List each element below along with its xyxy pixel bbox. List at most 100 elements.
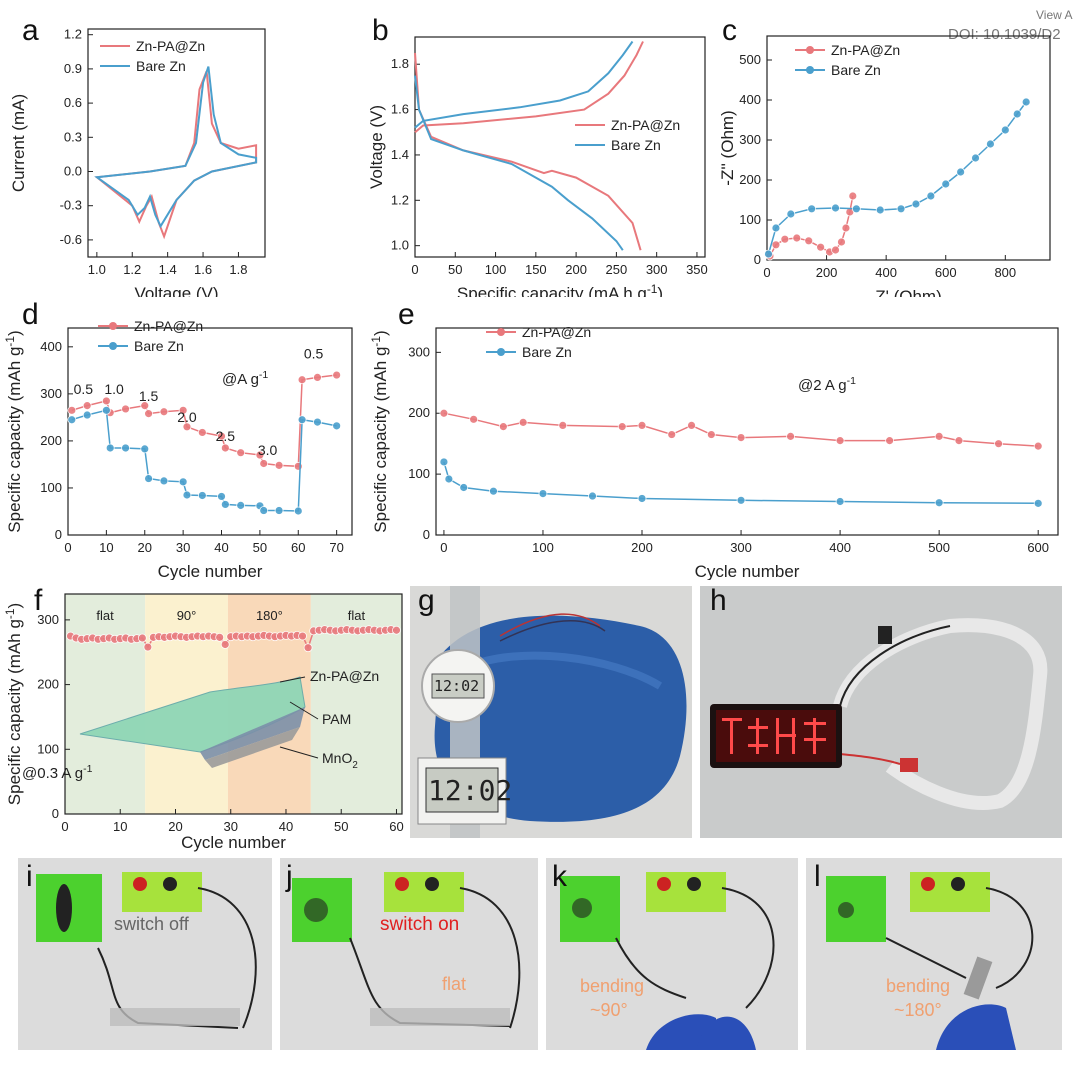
chart-d: 0 10 20 30 40 50 60 70 0 100 200 300 400 Cycle number… — [3, 318, 353, 580]
data-point — [736, 433, 746, 442]
x-tick-label: 60 — [389, 819, 403, 834]
data-point — [105, 443, 115, 453]
chart-annotation: @0.3 A g-1 — [22, 763, 93, 782]
data-point — [439, 408, 449, 418]
chart-a: 1.0 1.2 1.4 1.6 1.8 -0.6 -0.3 0.0 0.3 0.6 0.9 1.2 Vo… — [9, 27, 266, 297]
data-point — [67, 415, 77, 425]
y-tick-label: 100 — [37, 741, 59, 756]
legend-label: Zn-PA@Zn — [611, 117, 680, 133]
data-point — [82, 410, 92, 420]
data-point — [994, 439, 1003, 449]
chart-annotation: @A g-1 — [222, 369, 268, 388]
legend-marker — [497, 348, 505, 356]
photo-l-bending-180: bending ~180° — [806, 858, 1062, 1050]
watch-display: 12:02 — [434, 677, 480, 695]
panel-label-a: a — [22, 14, 39, 47]
data-point — [911, 199, 921, 209]
data-point — [637, 494, 647, 503]
y-axis-label: Specific capacity (mAh g-1) — [369, 330, 390, 532]
y-tick-label: 0.9 — [64, 61, 82, 76]
y-tick-label: 1.0 — [391, 238, 409, 253]
region-bg — [65, 594, 146, 814]
header-doi: DOI: 10.1039/D2 — [948, 26, 1061, 43]
rate-label: 1.0 — [104, 381, 124, 397]
data-point — [934, 431, 944, 441]
data-point — [313, 417, 322, 427]
inset-arrow — [279, 676, 306, 683]
x-tick-label: 600 — [935, 265, 957, 280]
x-tick-label: 350 — [686, 262, 708, 277]
rate-label: 0.5 — [74, 381, 94, 397]
data-point — [558, 421, 568, 430]
rate-label: 2.5 — [216, 428, 236, 444]
rate-label: 1.5 — [139, 388, 159, 404]
y-tick-label: 100 — [40, 480, 62, 495]
y-tick-label: 300 — [739, 132, 761, 147]
data-point — [444, 474, 454, 484]
data-point — [1021, 97, 1031, 107]
data-point — [1000, 125, 1010, 135]
x-axis-label: Specific capacity (mA h g-1) — [457, 282, 663, 297]
data-point — [835, 497, 845, 506]
data-point — [687, 421, 696, 430]
data-point — [986, 139, 995, 149]
y-tick-label: -0.3 — [60, 198, 82, 213]
data-point — [332, 370, 342, 380]
data-point — [1033, 441, 1043, 451]
panel-label-j: j — [286, 860, 293, 893]
data-point — [182, 490, 192, 500]
panel-label-d: d — [22, 298, 39, 331]
x-tick-label: 0 — [64, 540, 71, 555]
data-point — [841, 223, 851, 233]
plot-frame — [414, 36, 706, 258]
y-tick-label: 1.6 — [391, 102, 409, 117]
x-tick-label: 200 — [631, 540, 653, 555]
data-point — [144, 409, 153, 419]
x-tick-label: 200 — [565, 262, 587, 277]
caption-bending-180: bending — [886, 976, 951, 996]
x-tick-label: 20 — [168, 819, 182, 834]
y-tick-label: 0 — [55, 527, 62, 542]
x-tick-label: 0 — [440, 540, 447, 555]
data-point — [144, 474, 153, 483]
data-point — [518, 417, 528, 427]
x-tick-label: 150 — [525, 262, 547, 277]
photo-i-art — [36, 872, 257, 1029]
series-line — [94, 70, 258, 240]
x-tick-label: 1.0 — [88, 262, 106, 277]
y-tick-label: 300 — [40, 386, 62, 401]
y-tick-label: 100 — [739, 212, 761, 227]
series-line — [767, 101, 1027, 255]
data-point — [792, 233, 802, 243]
data-point — [297, 375, 307, 385]
x-axis-label: Voltage (V) — [134, 284, 218, 297]
data-point — [538, 489, 548, 499]
rate-label: 3.0 — [258, 442, 278, 458]
legend-marker — [109, 342, 117, 350]
y-tick-label: 0 — [52, 806, 59, 821]
inset-label: Zn-PA@Zn — [310, 668, 379, 684]
x-tick-label: 1.2 — [123, 262, 141, 277]
panel-label-k: k — [552, 860, 567, 893]
data-point — [934, 498, 944, 508]
data-point — [121, 404, 130, 414]
data-point — [217, 492, 226, 501]
y-tick-label: 500 — [739, 52, 761, 67]
x-tick-label: 50 — [334, 819, 348, 834]
data-point — [143, 642, 153, 652]
y-tick-label: 200 — [40, 433, 62, 448]
plot-frame — [435, 327, 1059, 536]
legend-label: Bare Zn — [136, 58, 186, 74]
data-point — [293, 461, 303, 471]
legend-label: Zn-PA@Zn — [831, 42, 900, 58]
x-tick-label: 0 — [763, 265, 770, 280]
data-point — [178, 405, 188, 415]
series-line — [414, 75, 624, 251]
data-point — [764, 249, 773, 259]
data-point — [956, 167, 966, 177]
data-point — [217, 431, 226, 441]
inset-arrow — [289, 701, 319, 720]
x-tick-label: 10 — [113, 819, 127, 834]
data-point — [804, 236, 814, 246]
region-label: 180° — [256, 608, 283, 623]
